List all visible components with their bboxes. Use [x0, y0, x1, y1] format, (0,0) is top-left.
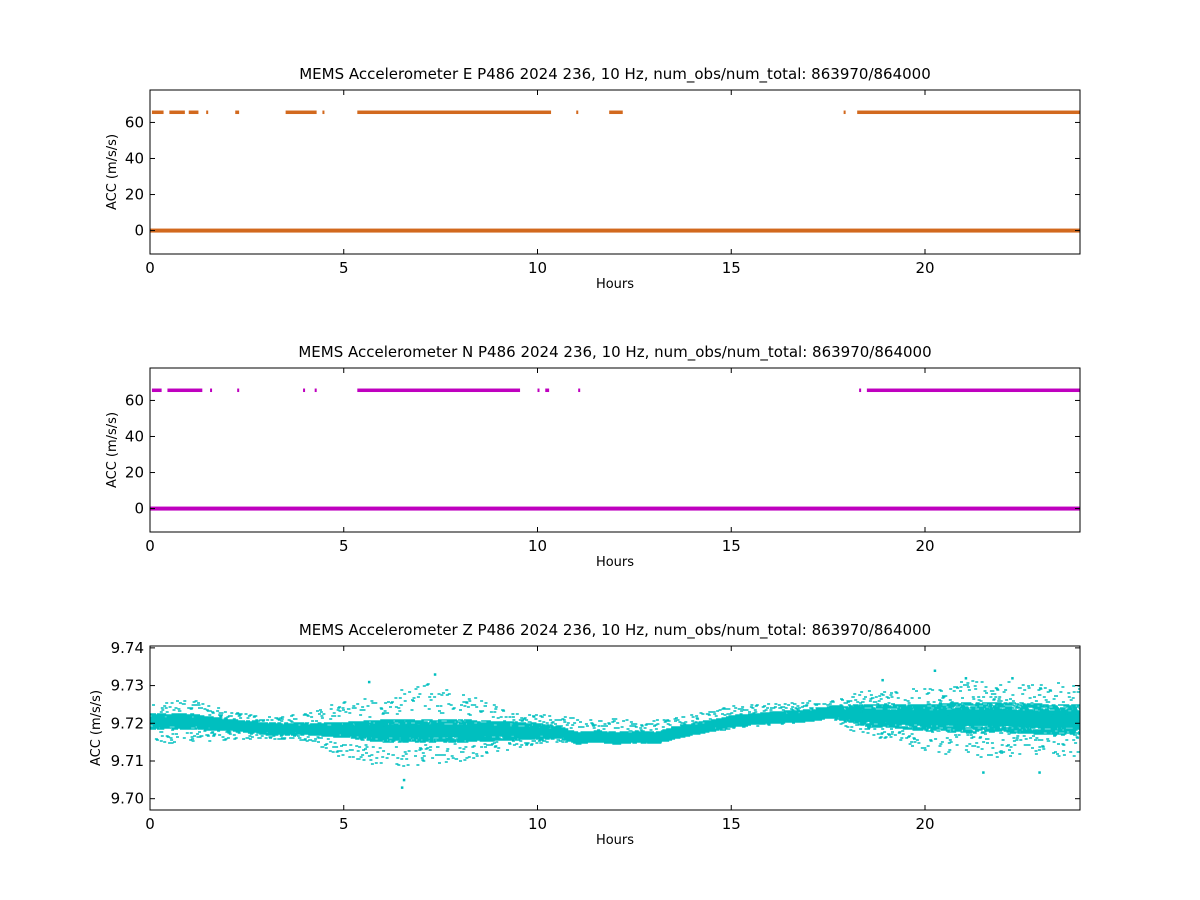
data-band-high-segment	[210, 388, 213, 393]
data-outlier-point	[433, 673, 437, 676]
x-tick-label: 20	[915, 815, 934, 833]
data-band-high-segment	[576, 110, 579, 115]
data-band-high-segment	[167, 388, 203, 393]
x-axis-label: Hours	[596, 833, 634, 848]
x-axis-label: Hours	[596, 555, 634, 570]
data-layer	[150, 388, 1080, 511]
data-band-zero	[150, 506, 1080, 511]
x-tick-label: 5	[339, 537, 349, 555]
data-band-high-segment	[843, 110, 846, 115]
x-tick-label: 0	[145, 815, 155, 833]
data-band-high-segment	[609, 110, 623, 115]
data-outlier-point	[933, 669, 937, 673]
data-outlier-point	[400, 786, 404, 789]
y-axis-label: ACC (m/s/s)	[89, 690, 104, 766]
y-tick-label: 20	[125, 464, 144, 482]
y-tick-label: 0	[134, 222, 144, 240]
axes-frame	[149, 645, 1081, 811]
y-tick-label: 60	[125, 391, 144, 409]
y-tick-label: 9.72	[111, 714, 144, 732]
y-tick-label: 0	[134, 500, 144, 518]
x-axis-label: Hours	[596, 277, 634, 292]
data-points	[150, 680, 1080, 767]
chart-title: MEMS Accelerometer N P486 2024 236, 10 H…	[298, 343, 931, 362]
data-band-high-segment	[235, 110, 240, 115]
data-band-high-segment	[151, 388, 162, 393]
chart-panel-1: 0 5 10 15 20 0 20 40 60 MEMS Accelerometer E P486…	[105, 65, 1081, 292]
chart-title: MEMS Accelerometer Z P486 2024 236, 10 H…	[299, 621, 931, 640]
data-outlier-point	[982, 771, 985, 774]
data-band-high-segment	[151, 110, 164, 115]
data-band-high-segment	[357, 110, 552, 115]
data-outlier-point	[1011, 677, 1014, 680]
data-band-high-segment	[237, 388, 240, 393]
data-band-high-segment	[303, 388, 306, 393]
chart-panel-2: 0 5 10 15 20 0 20 40 60 MEMS Accelerometer N P486…	[105, 343, 1081, 570]
data-band-high-segment	[859, 388, 862, 393]
data-layer	[150, 669, 1080, 789]
data-band-high-segment	[578, 388, 581, 393]
data-band-zero	[150, 228, 1080, 233]
x-tick-label: 5	[339, 815, 349, 833]
axes-frame	[149, 367, 1081, 533]
y-tick-label: 9.71	[111, 752, 144, 770]
data-outlier-point	[402, 778, 406, 782]
data-band-high-segment	[206, 110, 209, 115]
y-tick-label: 9.74	[111, 639, 144, 657]
data-outlier-point	[1038, 771, 1041, 774]
data-outlier-point	[367, 680, 371, 684]
y-tick-label: 9.70	[111, 790, 144, 808]
axes-frame	[149, 89, 1081, 255]
data-band-high-segment	[169, 110, 185, 115]
x-tick-label: 15	[722, 259, 741, 277]
y-tick-label: 60	[125, 113, 144, 131]
y-tick-label: 40	[125, 149, 144, 167]
data-outlier-point	[881, 678, 884, 682]
data-band-high-segment	[866, 388, 1080, 393]
data-band-high-segment	[537, 388, 540, 393]
x-tick-label: 10	[528, 259, 547, 277]
x-tick-label: 0	[145, 259, 155, 277]
data-band-high-segment	[285, 110, 317, 115]
data-band-high-segment	[357, 388, 521, 393]
data-outlier-point	[964, 677, 968, 680]
chart-title: MEMS Accelerometer E P486 2024 236, 10 H…	[299, 65, 931, 84]
x-tick-label: 20	[915, 259, 934, 277]
y-tick-label: 40	[125, 427, 144, 445]
x-tick-label: 0	[145, 537, 155, 555]
data-band-high-segment	[314, 388, 317, 393]
y-axis-label: ACC (m/s/s)	[105, 134, 120, 210]
y-tick-label: 9.73	[111, 677, 144, 695]
data-band-high-segment	[188, 110, 199, 115]
x-tick-label: 10	[528, 815, 547, 833]
x-tick-label: 20	[915, 537, 934, 555]
data-band-high-segment	[545, 388, 550, 393]
data-layer	[150, 110, 1080, 233]
chart-panel-3: 0 5 10 15 20 9.70 9.71 9.72 9.73 9.74 MEMS Acceler…	[89, 621, 1081, 848]
y-tick-label: 20	[125, 186, 144, 204]
x-tick-label: 10	[528, 537, 547, 555]
x-tick-label: 15	[722, 815, 741, 833]
y-axis-label: ACC (m/s/s)	[105, 412, 120, 488]
x-tick-label: 15	[722, 537, 741, 555]
data-band-high-segment	[322, 110, 325, 115]
x-tick-label: 5	[339, 259, 349, 277]
data-band-high-segment	[857, 110, 1080, 115]
